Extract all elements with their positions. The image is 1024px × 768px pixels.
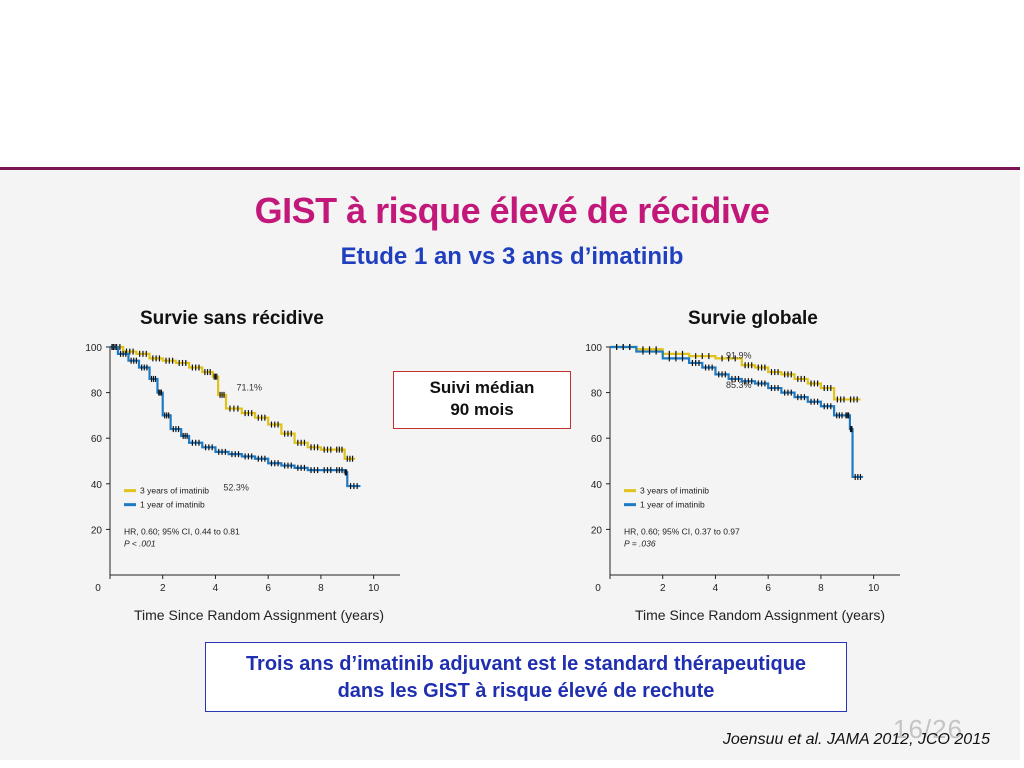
series-line-3y <box>110 345 356 460</box>
x-tick-label: 10 <box>368 583 380 594</box>
hazard-ratio-text: HR, 0.60; 95% CI, 0.44 to 0.81 <box>124 527 240 537</box>
y-tick-label: 40 <box>591 480 603 491</box>
x-tick-label: 10 <box>868 583 880 594</box>
conclusion-box: Trois ans d’imatinib adjuvant est le sta… <box>205 642 847 712</box>
median-followup-value: 90 mois <box>450 400 514 419</box>
slide-subtitle: Etude 1 an vs 3 ans d’imatinib <box>340 243 684 270</box>
slide-top-rule <box>0 167 1020 170</box>
slide-title: GIST à risque élevé de récidive <box>254 190 770 231</box>
y-tick-label: 20 <box>91 525 103 536</box>
y-tick-label: 40 <box>91 480 103 491</box>
y-tick-label: 80 <box>91 389 103 400</box>
censor-marks-1y <box>111 344 358 490</box>
median-followup-box: Suivi médian 90 mois <box>393 371 571 429</box>
km-chart-rfs: 20 40 60 80 100 0 2 4 6 8 10 71.1% 52.3% 3 years of i… <box>85 343 400 594</box>
legend-label: 3 years of imatinib <box>140 486 209 496</box>
x-axis-title-os: Time Since Random Assignment (years) <box>635 607 886 623</box>
x-tick-label: 0 <box>95 583 101 594</box>
conclusion-line-1: Trois ans d’imatinib adjuvant est le sta… <box>245 653 807 675</box>
x-tick-label: 4 <box>213 583 219 594</box>
conclusion-line-2: dans les GIST à risque élevé de rechute <box>337 680 715 702</box>
x-tick-label: 8 <box>818 583 824 594</box>
y-tick-label: 60 <box>91 434 103 445</box>
x-axis-title-rfs: Time Since Random Assignment (years) <box>134 607 385 623</box>
x-tick-label: 2 <box>160 583 166 594</box>
censor-marks-1y <box>615 344 862 480</box>
page-number: 16/26 <box>893 714 964 744</box>
x-tick-label: 8 <box>318 583 324 594</box>
censor-marks-3y <box>112 344 354 462</box>
y-tick-label: 20 <box>591 525 603 536</box>
chart-title-rfs: Survie sans récidive <box>140 308 324 329</box>
survival-annotation: 91.9% <box>726 350 752 360</box>
y-tick-label: 60 <box>591 434 603 445</box>
x-tick-label: 0 <box>595 583 601 594</box>
series-line-1y <box>610 345 864 479</box>
survival-annotation: 71.1% <box>237 382 263 392</box>
y-tick-label: 80 <box>591 389 603 400</box>
series-line-1y <box>110 345 361 488</box>
series-line-3y <box>610 345 861 401</box>
chart-title-os: Survie globale <box>688 308 818 329</box>
legend-label: 3 years of imatinib <box>640 486 709 496</box>
legend-label: 1 year of imatinib <box>640 500 705 510</box>
x-tick-label: 4 <box>713 583 719 594</box>
legend-label: 1 year of imatinib <box>140 500 205 510</box>
x-tick-label: 6 <box>765 583 771 594</box>
survival-annotation: 52.3% <box>223 483 249 493</box>
reference-citation: Joensuu et al. JAMA 2012, JCO 2015 <box>722 731 990 748</box>
x-tick-label: 2 <box>660 583 666 594</box>
y-tick-label: 100 <box>85 343 102 354</box>
p-value-text: P = .036 <box>624 539 656 549</box>
km-chart-os: 20 40 60 80 100 0 2 4 6 8 10 91.9% 85.3% 3 years of i… <box>585 343 900 594</box>
x-tick-label: 6 <box>265 583 271 594</box>
median-followup-label: Suivi médian <box>429 378 535 397</box>
y-tick-label: 100 <box>585 343 602 354</box>
hazard-ratio-text: HR, 0.60; 95% CI, 0.37 to 0.97 <box>624 527 740 537</box>
survival-annotation: 85.3% <box>726 380 752 390</box>
p-value-text: P < .001 <box>124 539 156 549</box>
